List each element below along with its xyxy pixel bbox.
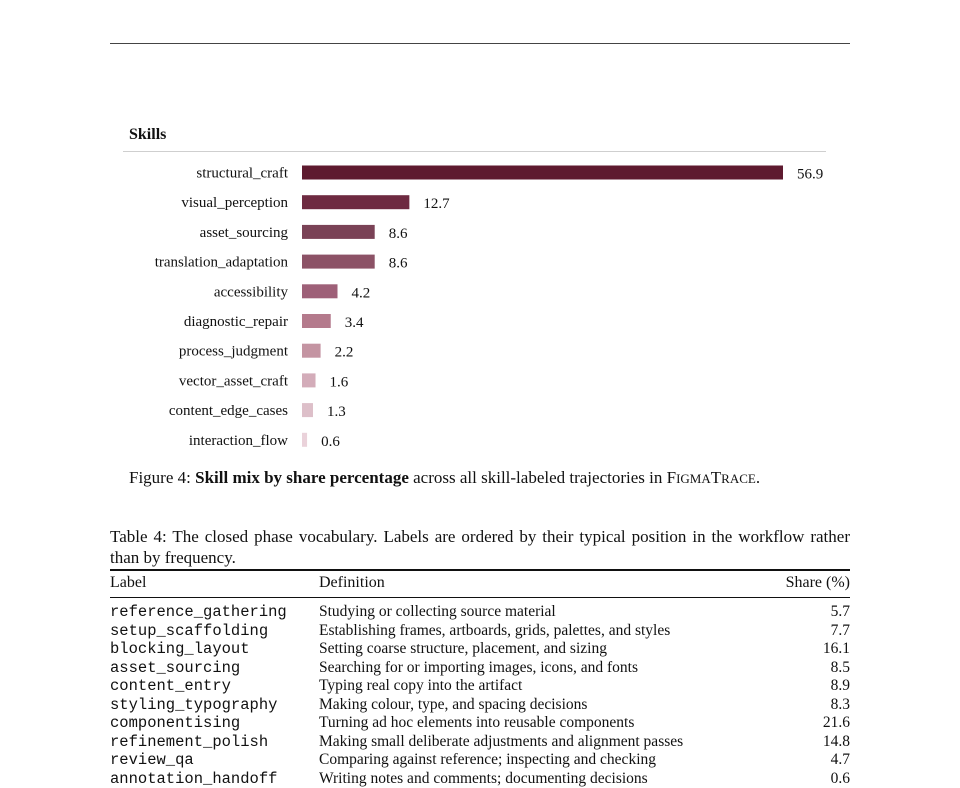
row-definition: Setting coarse structure, placement, and… [319,640,607,659]
row-label: review_qa [110,751,194,770]
figure-caption: Figure 4: Skill mix by share percentage … [129,468,760,488]
bar-interaction-flow [302,433,307,447]
figure-name-t: T [711,468,721,487]
table-row: reference_gathering Studying or collectin… [110,603,850,622]
row-share: 4.7 [831,751,850,770]
category-label: visual_perception [181,195,288,211]
bar-content-edge-cases [302,403,313,417]
row-share: 7.7 [831,622,850,641]
value-label: 8.6 [389,226,408,242]
category-label: interaction_flow [189,433,288,449]
row-definition: Typing real copy into the artifact [319,677,522,696]
category-label: content_edge_cases [169,403,288,419]
bar-accessibility [302,284,338,298]
row-label: content_entry [110,677,231,696]
figure-caption-end: . [756,468,760,487]
row-label: asset_sourcing [110,659,240,678]
bar-diagnostic-repair [302,314,331,328]
row-share: 14.8 [823,733,850,752]
table-header-rule [110,597,850,598]
row-definition: Making small deliberate adjustments and … [319,733,683,752]
row-definition: Making colour, type, and spacing decisio… [319,696,587,715]
value-label: 1.6 [330,374,349,390]
category-label: vector_asset_craft [179,373,289,389]
value-label: 56.9 [797,167,823,183]
figure-name-f: F [667,468,676,487]
row-share: 21.6 [823,714,850,733]
row-label: componentising [110,714,240,733]
bar-structural-craft [302,166,783,180]
value-label: 8.6 [389,256,408,272]
value-label: 1.3 [327,404,346,420]
row-share: 0.6 [831,770,850,788]
row-share: 8.9 [831,677,850,696]
row-label: annotation_handoff [110,770,277,788]
bar-process-judgment [302,344,321,358]
bar-translation-adaptation [302,255,375,269]
category-label: asset_sourcing [200,225,289,241]
table-row: asset_sourcing Searching for or importing… [110,659,850,678]
row-label: reference_gathering [110,603,287,622]
row-share: 16.1 [823,640,850,659]
row-label: refinement_polish [110,733,268,752]
category-label: diagnostic_repair [184,314,288,330]
row-label: setup_scaffolding [110,622,268,641]
row-share: 8.3 [831,696,850,715]
table-row: review_qa Comparing against reference; in… [110,751,850,770]
row-definition: Writing notes and comments; documenting … [319,770,648,788]
figure-name-race: RACE [721,471,756,486]
header-label: Label [110,574,146,592]
table-caption: Table 4: The closed phase vocabulary. La… [110,526,850,568]
value-label: 2.2 [335,345,354,361]
figure-caption-text: across all skill-labeled trajectories in [409,468,667,487]
header-share: Share (%) [786,574,850,592]
table-row: content_entry Typing real copy into the a… [110,677,850,696]
row-definition: Studying or collecting source material [319,603,556,622]
row-share: 5.7 [831,603,850,622]
table-row: refinement_polish Making small deliberate… [110,733,850,752]
value-label: 3.4 [345,315,364,331]
value-label: 0.6 [321,434,340,450]
bar-vector-asset-craft [302,373,316,387]
row-label: styling_typography [110,696,277,715]
row-label: blocking_layout [110,640,250,659]
category-label: process_judgment [179,344,289,360]
table-top-rule [110,569,850,571]
row-definition: Turning ad hoc elements into reusable co… [319,714,634,733]
header-definition: Definition [319,574,385,592]
category-label: structural_craft [196,166,288,182]
figure-label: Figure 4: [129,468,191,487]
table-row: annotation_handoff Writing notes and comm… [110,770,850,788]
row-definition: Establishing frames, artboards, grids, p… [319,622,670,641]
figure-bold-phrase: Skill mix by share percentage [195,468,409,487]
value-label: 12.7 [423,196,450,212]
row-share: 8.5 [831,659,850,678]
bar-asset-sourcing [302,225,375,239]
phase-table-body: reference_gathering Studying or collectin… [110,603,850,788]
table-row: setup_scaffolding Establishing frames, ar… [110,622,850,641]
table-row: styling_typography Making colour, type, a… [110,696,850,715]
category-label: translation_adaptation [155,255,289,271]
row-definition: Comparing against reference; inspecting … [319,751,656,770]
value-label: 4.2 [352,285,371,301]
table-row: blocking_layout Setting coarse structure,… [110,640,850,659]
figure-name-igma: IGMA [676,471,711,486]
table-row: componentising Turning ad hoc elements in… [110,714,850,733]
category-label: accessibility [214,284,289,300]
row-definition: Searching for or importing images, icons… [319,659,638,678]
bar-visual-perception [302,195,409,209]
